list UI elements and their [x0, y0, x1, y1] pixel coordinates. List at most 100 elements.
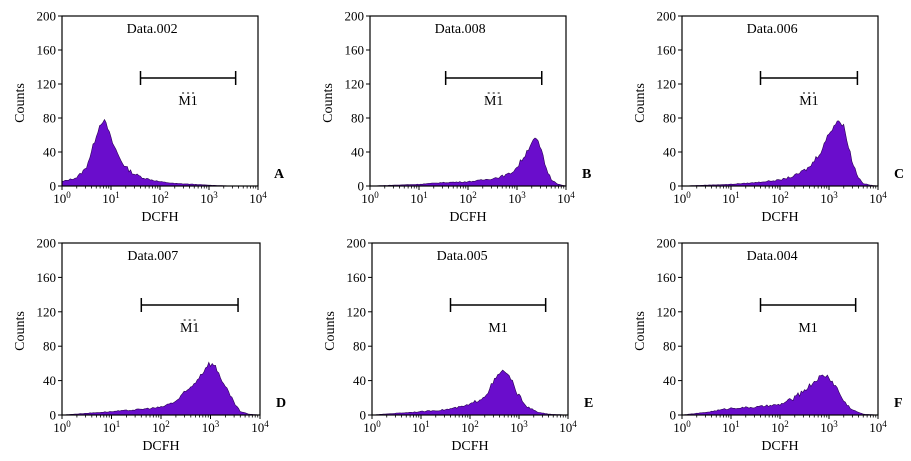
x-tick-label: 104: [249, 190, 267, 206]
x-tick-label-exponent: 1: [425, 419, 430, 429]
x-tick-label-exponent: 4: [264, 419, 269, 429]
x-tick-label: 104: [251, 419, 269, 435]
y-axis-label: Counts: [13, 83, 28, 123]
x-tick-label-base: 10: [771, 420, 784, 435]
x-axis-label: DCFH: [451, 439, 488, 454]
x-axis-label: DCFH: [761, 439, 798, 454]
x-tick-label-exponent: 0: [66, 419, 71, 429]
x-tick-label-exponent: 1: [115, 190, 120, 200]
gate-label: M1: [484, 94, 503, 109]
x-tick-label-base: 10: [559, 420, 572, 435]
y-tick-label: 200: [37, 9, 57, 24]
panel-title: Data.007: [127, 249, 178, 264]
x-tick-label-base: 10: [673, 420, 686, 435]
x-tick-label-base: 10: [363, 420, 376, 435]
x-tick-label-exponent: 3: [215, 419, 220, 429]
x-axis-label: DCFH: [761, 210, 798, 225]
y-tick-label: 0: [358, 179, 365, 194]
panel-title: Data.006: [747, 22, 798, 37]
y-tick-label: 200: [347, 236, 367, 251]
x-tick-label-exponent: 4: [572, 419, 577, 429]
x-tick-label-base: 10: [53, 191, 66, 206]
x-tick-label-base: 10: [202, 420, 215, 435]
y-tick-label: 0: [360, 408, 367, 423]
x-tick-label-base: 10: [151, 191, 164, 206]
x-tick-label: 100: [53, 419, 71, 435]
x-tick-label-base: 10: [722, 191, 735, 206]
x-tick-label-base: 10: [722, 420, 735, 435]
panel-letter: F: [894, 396, 903, 411]
x-tick-label-exponent: 1: [116, 419, 121, 429]
x-tick-label-exponent: 2: [474, 419, 479, 429]
x-tick-label-exponent: 2: [784, 419, 789, 429]
x-tick-label-base: 10: [508, 191, 521, 206]
x-tick-label: 102: [151, 190, 169, 206]
x-tick-label-exponent: 4: [882, 190, 887, 200]
plot-frame: [61, 242, 261, 416]
gate-label: M1: [798, 321, 817, 336]
y-tick-label: 0: [670, 179, 677, 194]
y-tick-label: 200: [657, 236, 677, 251]
panel-letter: A: [274, 167, 285, 182]
x-tick-label: 101: [410, 190, 428, 206]
x-tick-label-base: 10: [102, 191, 115, 206]
x-tick-label: 102: [152, 419, 170, 435]
x-tick-label: 103: [202, 419, 220, 435]
y-tick-label: 120: [37, 77, 57, 92]
gate-label-mask: [481, 88, 506, 93]
x-tick-label-base: 10: [771, 191, 784, 206]
x-tick-label-exponent: 2: [784, 190, 789, 200]
x-tick-label: 100: [361, 190, 379, 206]
y-tick-label: 80: [663, 111, 676, 126]
x-tick-label: 100: [363, 419, 381, 435]
y-tick-label: 160: [657, 43, 677, 58]
x-tick-label-base: 10: [410, 191, 423, 206]
x-tick-label: 103: [508, 190, 526, 206]
y-tick-label: 0: [50, 179, 57, 194]
x-tick-label-exponent: 0: [686, 419, 691, 429]
y-tick-label: 200: [657, 9, 677, 24]
x-tick-label-exponent: 3: [833, 190, 838, 200]
y-tick-label: 120: [657, 77, 677, 92]
y-tick-label: 40: [43, 373, 56, 388]
y-axis-label: Counts: [633, 83, 648, 123]
panel-title: Data.002: [127, 22, 178, 37]
histogram-area: [681, 374, 879, 416]
x-axis-label: DCFH: [141, 210, 178, 225]
panel-title: Data.008: [435, 22, 486, 37]
panel-letter: B: [582, 167, 591, 182]
x-tick-label: 103: [820, 190, 838, 206]
x-axis-label: DCFH: [142, 439, 179, 454]
y-tick-label: 40: [351, 145, 364, 160]
x-tick-label-exponent: 3: [833, 419, 838, 429]
x-tick-label: 103: [510, 419, 528, 435]
x-tick-label-exponent: 2: [164, 190, 169, 200]
x-tick-label-base: 10: [53, 420, 66, 435]
x-axis-label: DCFH: [449, 210, 486, 225]
x-tick-label: 100: [53, 190, 71, 206]
x-tick-label-base: 10: [673, 191, 686, 206]
x-tick-label-base: 10: [461, 420, 474, 435]
x-tick-label: 100: [673, 419, 691, 435]
y-tick-label: 0: [50, 408, 57, 423]
x-tick-label-exponent: 0: [374, 190, 379, 200]
x-tick-label-base: 10: [103, 420, 116, 435]
x-tick-label-exponent: 1: [735, 419, 740, 429]
x-tick-label-exponent: 2: [165, 419, 170, 429]
x-tick-label: 101: [722, 419, 740, 435]
x-tick-label: 104: [559, 419, 577, 435]
x-tick-label: 102: [459, 190, 477, 206]
x-tick-label-exponent: 1: [735, 190, 740, 200]
y-axis-label: Counts: [323, 311, 338, 351]
x-tick-label-base: 10: [820, 420, 833, 435]
y-tick-label: 40: [663, 373, 676, 388]
x-tick-label-exponent: 4: [882, 419, 887, 429]
panel-title: Data.005: [437, 249, 488, 264]
x-tick-label: 101: [412, 419, 430, 435]
y-tick-label: 40: [353, 373, 366, 388]
x-tick-label-exponent: 0: [376, 419, 381, 429]
x-tick-label: 101: [102, 190, 120, 206]
x-tick-label-base: 10: [152, 420, 165, 435]
